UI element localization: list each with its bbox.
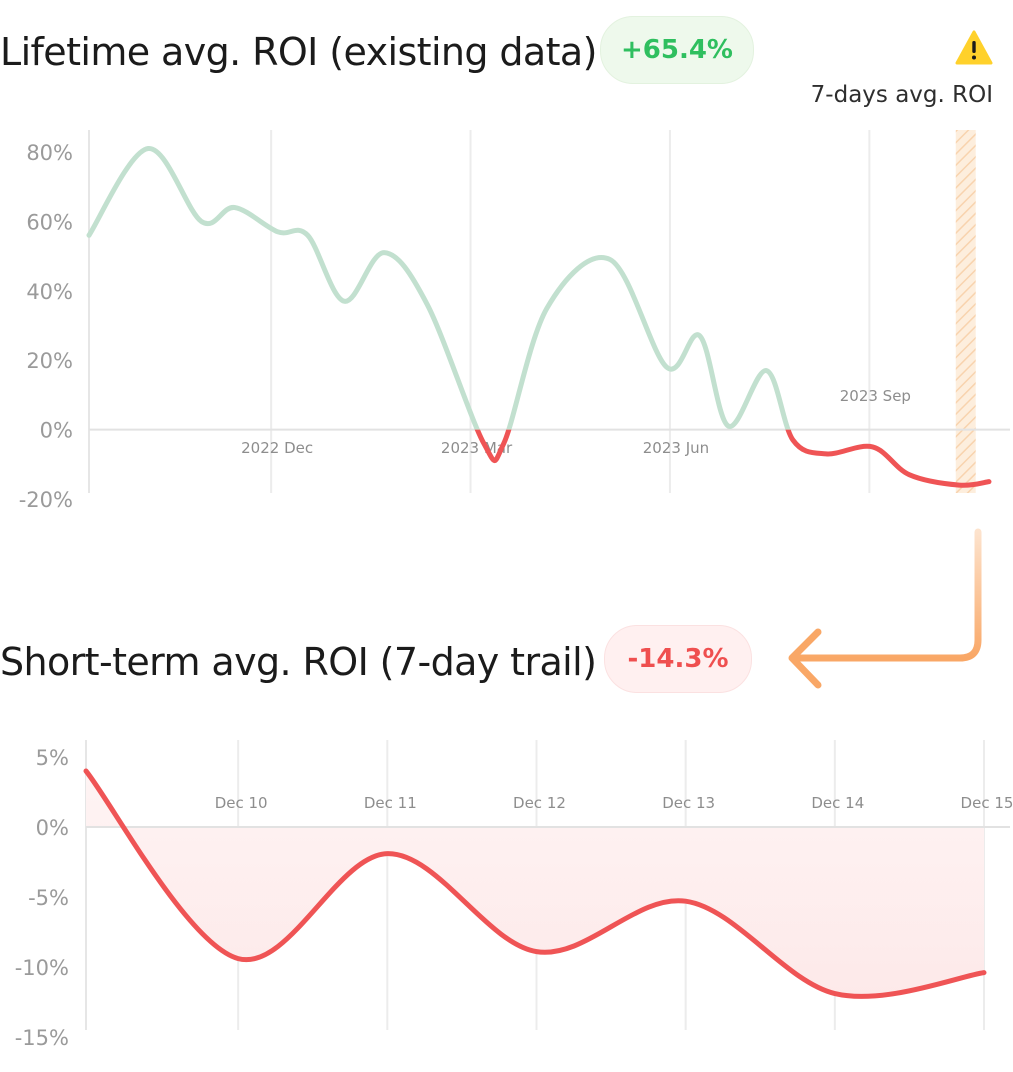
seven-day-note: 7-days avg. ROI [810,82,993,108]
x-tick-label: Dec 13 [662,794,715,812]
x-tick-label: Dec 12 [513,794,566,812]
x-tick-label: 2023 Mar [441,439,513,457]
y-tick-label: -20% [19,488,73,512]
x-tick-label: 2023 Sep [840,387,911,405]
y-tick-label: 0% [36,816,69,840]
y-tick-label: 40% [26,280,73,304]
y-tick-label: 5% [36,746,69,770]
lifetime-title: Lifetime avg. ROI (existing data) [0,30,597,74]
y-tick-label: 80% [26,141,73,165]
y-tick-label: 60% [26,210,73,234]
x-tick-label: Dec 11 [364,794,417,812]
short-term-roi-badge: -14.3% [604,625,752,693]
x-tick-label: Dec 14 [811,794,864,812]
x-tick-label: Dec 15 [961,794,1013,812]
roi-line-negative [474,429,992,488]
x-tick-label: 2022 Dec [241,439,313,457]
y-tick-label: -5% [28,886,69,910]
roi-line-positive [86,146,791,430]
warning-triangle-icon [955,30,993,65]
y-tick-label: 0% [40,419,73,443]
lifetime-roi-chart: 80% 60% 40% 20% 0% -20% 2022 Dec 2023 Mar 2023 J… [19,130,1010,512]
y-tick-label: -15% [15,1026,69,1050]
y-tick-label: -10% [15,956,69,980]
roi-line [83,768,987,999]
x-tick-label: Dec 10 [215,794,268,812]
lifetime-roi-badge: +65.4% [600,16,754,84]
x-tick-label: 2023 Jun [643,439,709,457]
y-tick-label: 20% [26,349,73,373]
short-term-title: Short-term avg. ROI (7-day trail) [0,640,597,684]
seven-day-highlight [955,130,976,493]
